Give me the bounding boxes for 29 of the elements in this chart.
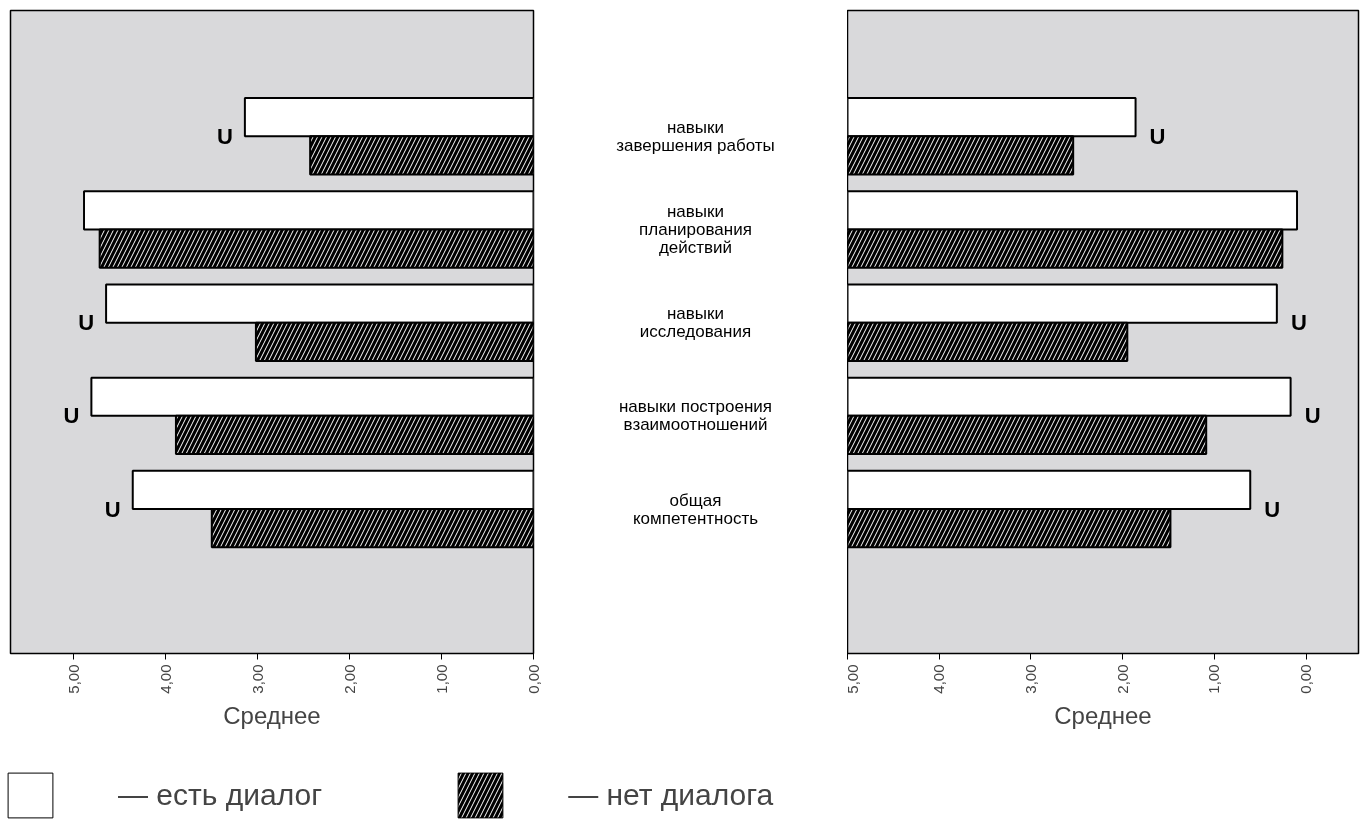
x-tick-label: 1,00: [1205, 664, 1223, 694]
x-tick-label: 0,00: [524, 664, 542, 694]
x-axis-title: Среднее: [1054, 701, 1152, 729]
annotation: U: [1290, 310, 1307, 336]
x-tick-label: 0,00: [1297, 664, 1315, 694]
x-tick-label: 4,00: [930, 664, 948, 694]
y-tick-label: общая компетентность: [632, 490, 759, 528]
y-tick-label: навыки исследования: [639, 304, 752, 342]
annotation: U: [216, 123, 233, 149]
y-tick-label: навыки завершения работы: [616, 117, 775, 155]
annotation: U: [63, 403, 80, 429]
x-tick-label: 2,00: [1113, 664, 1131, 694]
x-tick-label: 5,00: [64, 664, 82, 694]
legend-label: — нет диалога: [568, 778, 774, 812]
y-tick-label: навыки построения взаимоотношений: [618, 397, 773, 435]
x-tick-label: 5,00: [843, 664, 861, 694]
x-tick-label: 4,00: [156, 664, 174, 694]
x-tick-label: 3,00: [1021, 664, 1039, 694]
annotation: U: [1149, 123, 1166, 149]
x-tick-label: 3,00: [248, 664, 266, 694]
x-tick-label: 2,00: [340, 664, 358, 694]
annotation: U: [1304, 403, 1321, 429]
x-tick-label: 1,00: [432, 664, 450, 694]
annotation: U: [1264, 496, 1281, 522]
legend-label: — есть диалог: [118, 778, 323, 812]
annotation: U: [104, 496, 121, 522]
y-tick-label: навыки планирования действий: [639, 201, 752, 258]
x-axis-title: Среднее: [223, 701, 321, 729]
annotation: U: [78, 310, 95, 336]
